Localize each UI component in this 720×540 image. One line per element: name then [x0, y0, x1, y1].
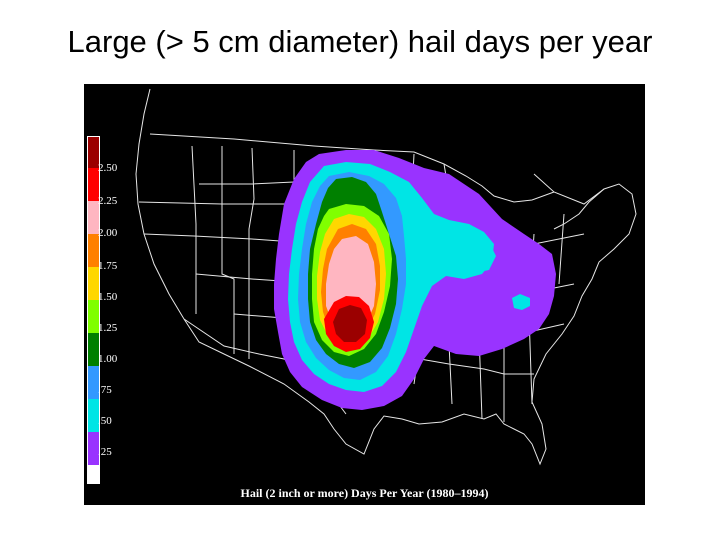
legend-label: 1.75 [98, 260, 118, 272]
map-caption: Hail (2 inch or more) Days Per Year (198… [240, 486, 489, 500]
legend-label: .25 [98, 446, 112, 458]
legend-label: 1.50 [98, 291, 118, 303]
legend-swatch [88, 267, 99, 300]
contour-2-50 [333, 305, 367, 342]
legend-swatch [88, 137, 99, 168]
legend-swatch [88, 399, 99, 432]
state-line [533, 173, 605, 205]
us-outline [135, 88, 637, 466]
hail-map: 2.50 2.25 2.00 1.75 1.50 1.25 1.00 .75 .… [84, 84, 645, 505]
state-line [199, 181, 295, 185]
state-line [221, 146, 235, 354]
hail-frequency-contours [274, 150, 556, 410]
legend-swatch [88, 432, 99, 465]
contour-0-50-midwest [424, 230, 496, 274]
legend-colorbar [87, 136, 100, 484]
legend-label: 2.50 [98, 162, 118, 174]
slide-title: Large (> 5 cm diameter) hail days per ye… [67, 24, 653, 59]
legend-swatch [88, 300, 99, 333]
legend-label: 2.25 [98, 195, 118, 207]
legend-label: 2.00 [98, 227, 118, 239]
legend-label: 1.25 [98, 322, 118, 334]
legend-swatch-bottom [88, 465, 99, 483]
state-line [248, 147, 255, 359]
legend-swatch [88, 201, 99, 234]
legend-swatch [88, 234, 99, 267]
state-line [558, 213, 565, 285]
legend-label: .50 [98, 415, 112, 427]
state-line [191, 145, 197, 314]
canada-border [149, 133, 555, 203]
legend-label: .75 [98, 384, 112, 396]
legend-label: 1.00 [98, 353, 118, 365]
contour-0-50-east [512, 294, 530, 310]
legend-swatch [88, 333, 99, 366]
map-canvas [135, 88, 637, 466]
legend-swatch [88, 168, 99, 201]
legend-swatch [88, 366, 99, 399]
